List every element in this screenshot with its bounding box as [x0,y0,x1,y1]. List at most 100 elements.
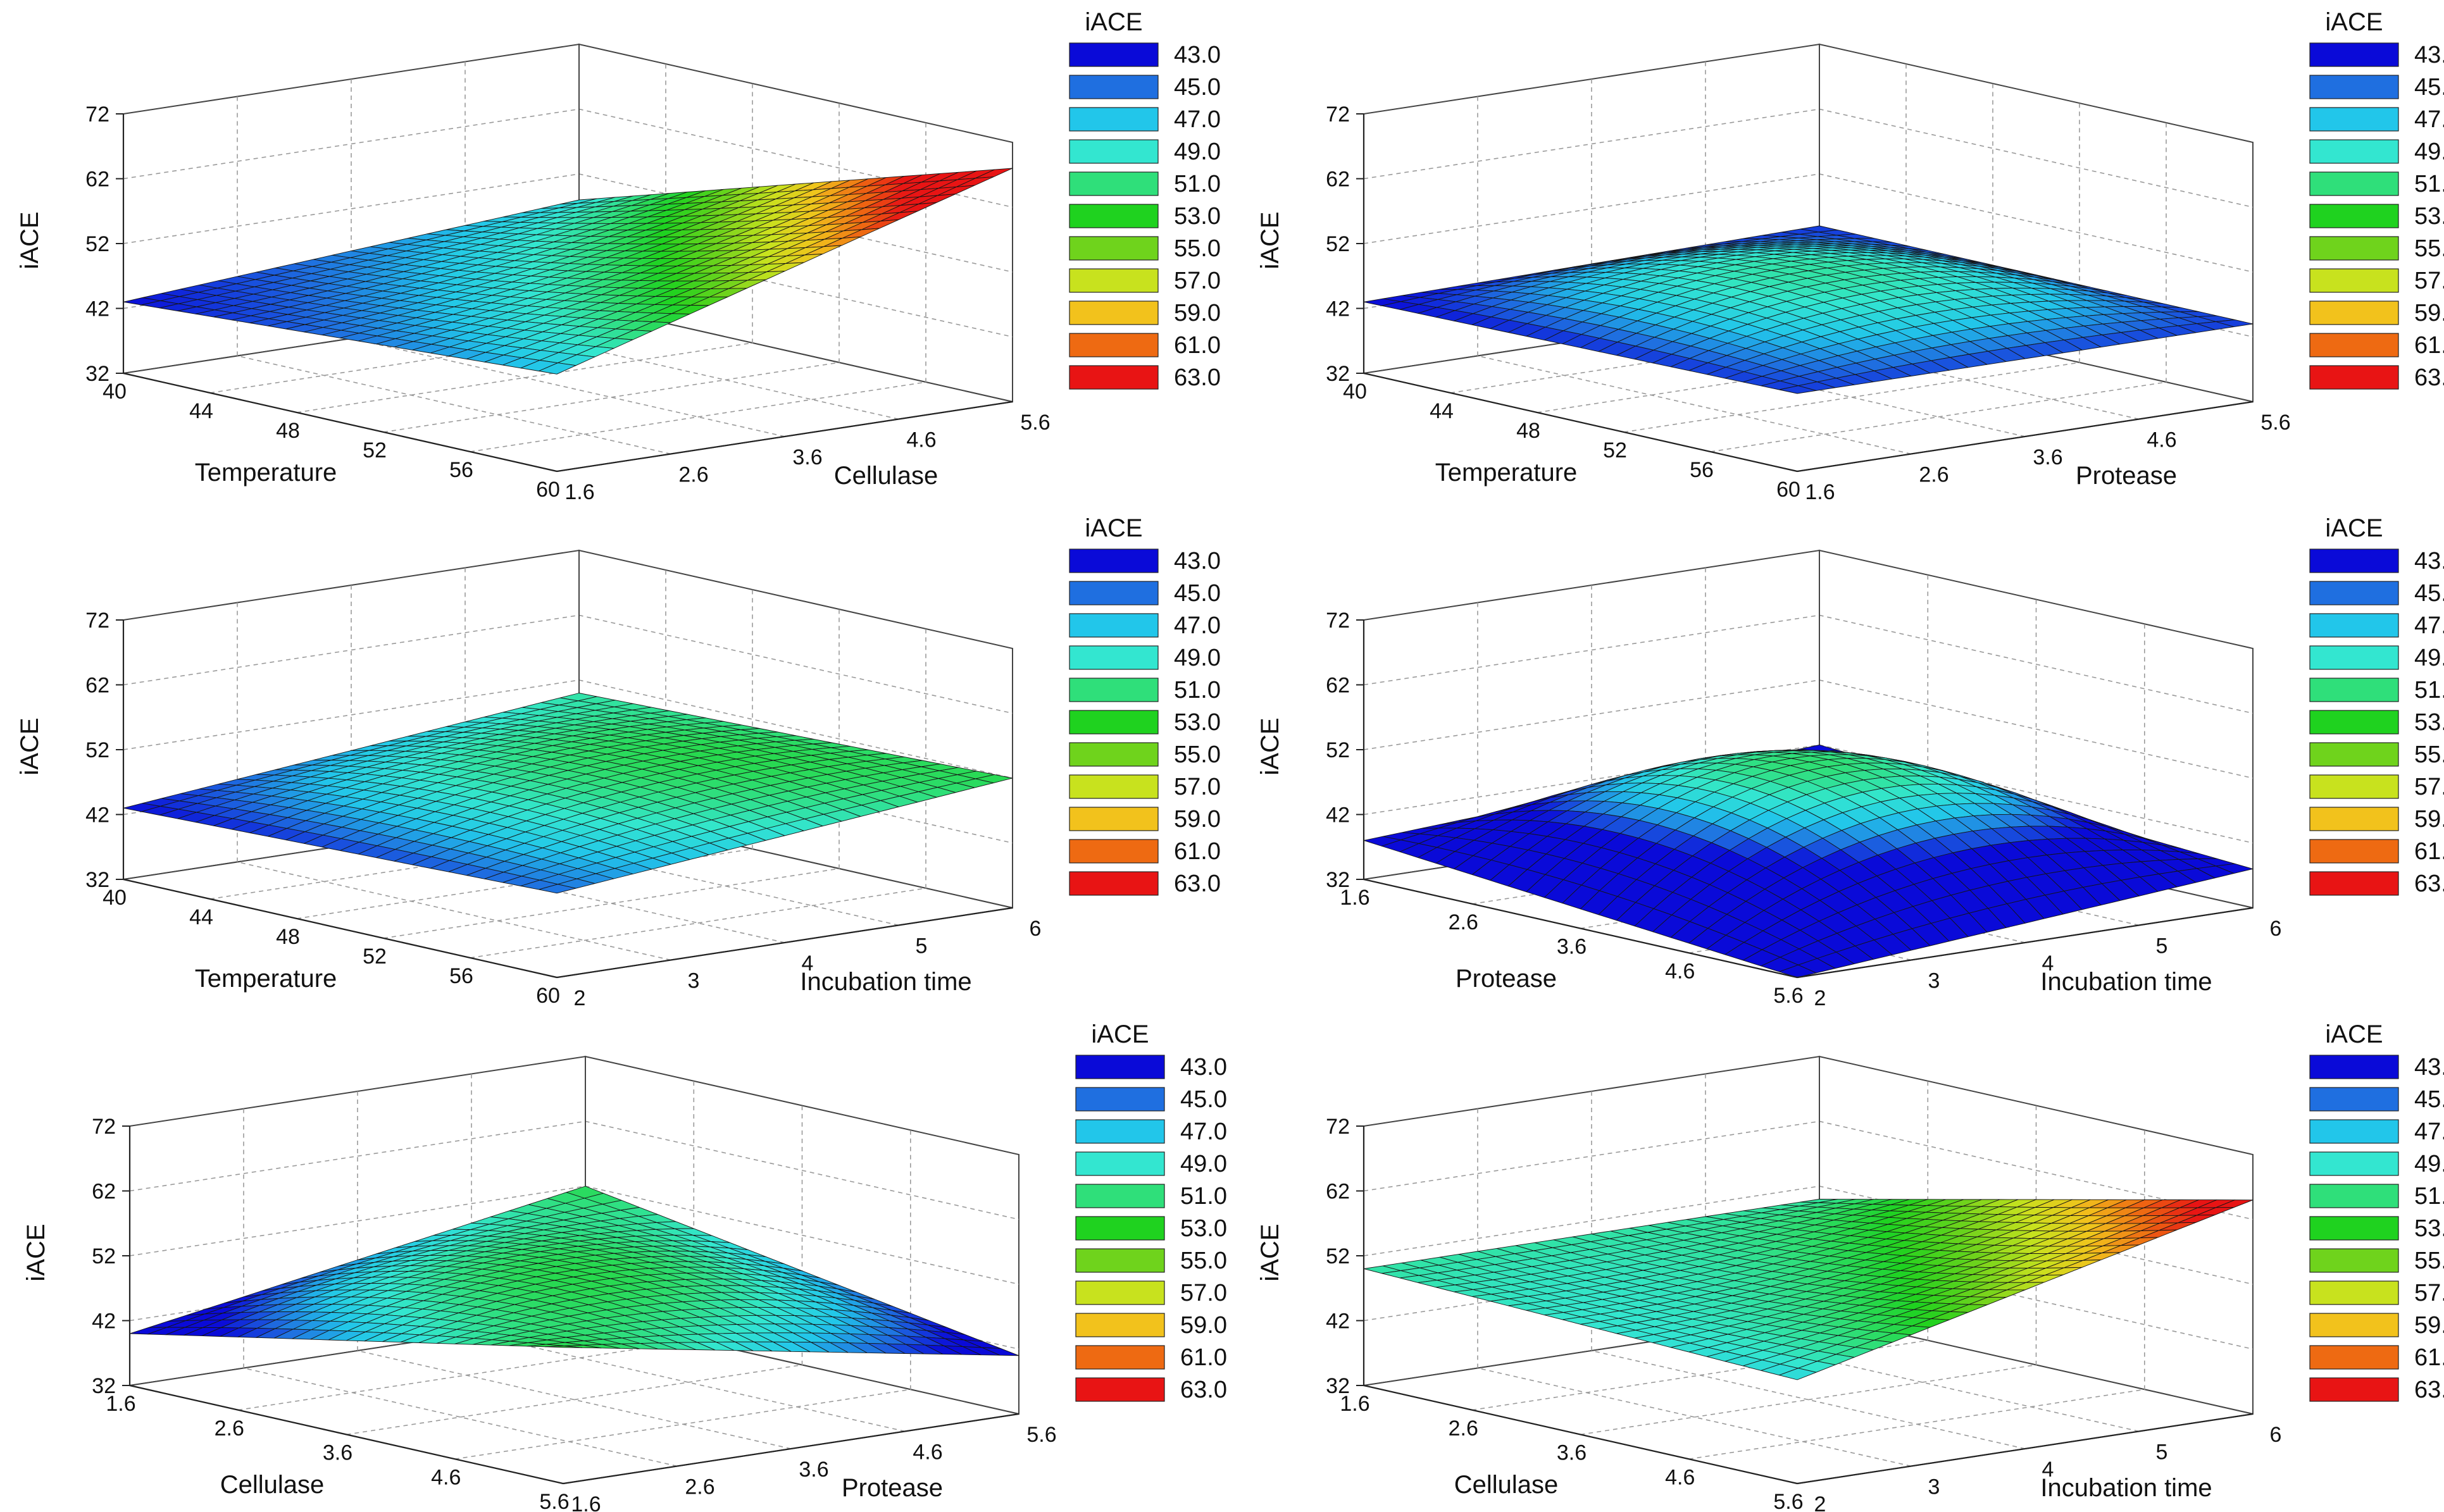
legend-label: 63.0 [2414,364,2444,391]
y-tick-label: 2 [1814,1492,1826,1512]
gridline-x [470,123,926,452]
z-tick-label: 72 [1326,102,1350,127]
x-tick-label: 4.6 [1665,959,1695,983]
legend-label: 49.0 [1174,139,1221,165]
x-axis-title: Protease [1456,965,1557,993]
gridline-x [1623,103,2080,433]
gridline-y [243,1108,678,1467]
legend-label: 55.0 [1180,1248,1227,1274]
x-tick-label: 40 [103,886,127,910]
z-axis-title: iACE [1256,1224,1284,1281]
legend-label: 51.0 [2414,171,2444,197]
legend-label: 59.0 [2414,806,2444,833]
legend-label: 57.0 [1180,1280,1227,1306]
legend-swatch [1069,774,1159,799]
x-tick-label: 56 [1690,458,1714,482]
z-tick-label: 32 [1326,1374,1350,1398]
legend-label: 49.0 [2414,645,2444,671]
legend-label: 61.0 [2414,838,2444,865]
legend-label: 63.0 [2414,1377,2444,1403]
legend-swatch [1075,1087,1165,1112]
legend-swatch [1069,807,1159,831]
x-axis-title: Cellulase [1454,1471,1559,1499]
z-tick-label: 42 [92,1310,116,1334]
z-tick-label: 42 [1326,1310,1350,1334]
legend-swatch [2309,871,2399,896]
legend-swatch [2309,1280,2399,1305]
legend-swatch [2309,678,2399,702]
y-tick-label: 3.6 [2033,445,2062,469]
legend-label: 51.0 [1180,1183,1227,1210]
x-tick-label: 5.6 [1773,984,1803,1008]
legend-label: 47.0 [2414,1119,2444,1145]
legend-label: 45.0 [2414,580,2444,607]
x-tick-label: 5.6 [539,1490,569,1512]
legend-swatch [1075,1055,1165,1079]
legend-label: 43.0 [2414,42,2444,68]
x-tick-label: 60 [536,984,560,1008]
gridline-x [1472,1081,1929,1411]
chart-panel-6: 32 42 52 62 72 1.6 2.6 3.6 4.6 5.6 2 3 4 5 6 Cellulase I… [1256,1020,2444,1512]
legend-label: 53.0 [1180,1215,1227,1242]
x-tick-label: 4.6 [1665,1465,1695,1489]
z-axis-title: iACE [1256,211,1284,269]
z-tick-label: 32 [85,868,109,892]
legend-swatch [2309,1184,2399,1208]
legend-swatch [2309,710,2399,734]
legend-title: iACE [1085,8,1142,36]
legend-label: 45.0 [1174,74,1221,101]
x-tick-label: 3.6 [323,1441,352,1465]
legend-label: 55.0 [2414,1248,2444,1274]
gridline-y [237,602,671,961]
gridline-y [237,96,671,455]
y-axis-title: Incubation time [800,968,971,996]
y-tick-label: 2.6 [678,463,708,487]
surface-cell [1779,385,1817,394]
y-axis-line [556,907,1013,979]
legend-label: 59.0 [1174,300,1221,326]
legend-swatch [2309,301,2399,325]
gridline-x [383,609,840,939]
legend-swatch [2309,742,2399,767]
z-tick-label: 32 [1326,362,1350,386]
legend-swatch [1075,1151,1165,1176]
legend-label: 49.0 [1180,1151,1227,1177]
x-axis-line [1363,1384,1798,1485]
legend-swatch [2309,839,2399,864]
legend-label: 63.0 [1174,364,1221,391]
x-tick-label: 44 [189,399,213,423]
legend-swatch [1069,333,1159,357]
legend-label: 53.0 [2414,203,2444,230]
x-axis-title: Temperature [1435,459,1578,486]
y-tick-label: 5.6 [1020,411,1050,435]
legend-label: 47.0 [1180,1119,1227,1145]
x-tick-label: 56 [449,458,473,482]
y-axis-title: Incubation time [2040,968,2212,996]
legend-swatch [2309,581,2399,605]
x-axis-line [1363,878,1798,979]
surface-cell [545,1346,583,1348]
legend: iACE 43.0 45.0 47.0 49.0 51.0 53.0 55.0 57.0 59.0… [2309,1020,2444,1403]
y-tick-label: 2 [574,986,586,1010]
x-axis-line [1363,372,1798,473]
legend-title: iACE [1091,1020,1149,1048]
legend-swatch [1069,139,1159,164]
surface-mesh [1363,745,2254,978]
legend-swatch [2309,548,2399,573]
legend-swatch [2309,1345,2399,1370]
legend-label: 45.0 [1174,580,1221,607]
z-tick-label: 62 [92,1180,116,1204]
chart-panel-2: 32 42 52 62 72 40 44 48 52 56 60 1.6 2.6 3.6 4.6 5.6 Tem… [1256,8,2444,504]
y-axis-line [563,1413,1019,1485]
z-axis-title: iACE [22,1224,50,1281]
surface-cell [539,363,577,375]
gridline-y [357,1091,792,1449]
x-tick-label: 52 [363,945,387,969]
legend-label: 49.0 [2414,1151,2444,1177]
legend-swatch [2309,1377,2399,1402]
legend-label: 57.0 [2414,774,2444,800]
y-tick-label: 1.6 [1805,480,1835,504]
legend-swatch [1069,171,1159,196]
legend-label: 61.0 [1174,332,1221,359]
